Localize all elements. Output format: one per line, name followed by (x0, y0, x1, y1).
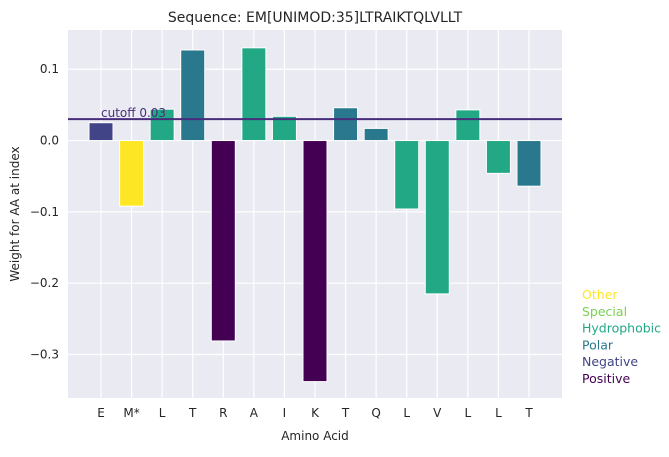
bar-T (333, 107, 359, 142)
bar-L (149, 108, 175, 142)
legend-polar: Polar (582, 337, 614, 352)
y-tick-label: 0.1 (40, 62, 59, 76)
bar-K (302, 140, 328, 383)
x-tick-label: L (159, 406, 166, 420)
legend-hydrophobic: Hydrophobic (582, 321, 661, 336)
bar-R (210, 140, 236, 342)
y-axis-label: Weight for AA at index (8, 146, 22, 281)
bar-T (516, 140, 542, 187)
bar-Q (363, 127, 389, 142)
x-axis-label: Amino Acid (281, 429, 349, 443)
bar-L (394, 140, 420, 210)
y-tick-label: 0.0 (40, 134, 59, 148)
bar-L (485, 140, 511, 174)
x-tick-label: R (219, 406, 227, 420)
legend-negative: Negative (582, 354, 638, 369)
x-tick-label: L (495, 406, 502, 420)
x-tick-label: T (524, 406, 533, 420)
x-tick-label: Q (371, 406, 380, 420)
bar-L (455, 109, 481, 142)
x-tick-label: M* (123, 406, 139, 420)
y-tick-label: −0.3 (30, 347, 59, 361)
x-tick-label: L (465, 406, 472, 420)
y-tick-label: −0.1 (30, 205, 59, 219)
bar-E (88, 122, 114, 142)
x-tick-label: T (188, 406, 197, 420)
chart-title: Sequence: EM[UNIMOD:35]LTRAIKTQLVLLT (168, 10, 463, 26)
legend-positive: Positive (582, 371, 630, 386)
bar-A (241, 47, 267, 142)
cutoff-label: cutoff 0.03 (101, 106, 166, 120)
x-tick-label: I (283, 406, 287, 420)
bar-M* (119, 140, 145, 207)
x-tick-label: V (433, 406, 442, 420)
x-tick-label: L (403, 406, 410, 420)
legend-other: Other (582, 287, 618, 302)
x-tick-label: K (311, 406, 320, 420)
legend-special: Special (582, 304, 627, 319)
x-tick-label: A (250, 406, 259, 420)
x-tick-label: E (97, 406, 105, 420)
bar-I (271, 115, 297, 142)
y-tick-label: −0.2 (30, 276, 59, 290)
bar-V (424, 140, 450, 295)
bar-T (180, 49, 206, 142)
x-tick-label: T (341, 406, 350, 420)
